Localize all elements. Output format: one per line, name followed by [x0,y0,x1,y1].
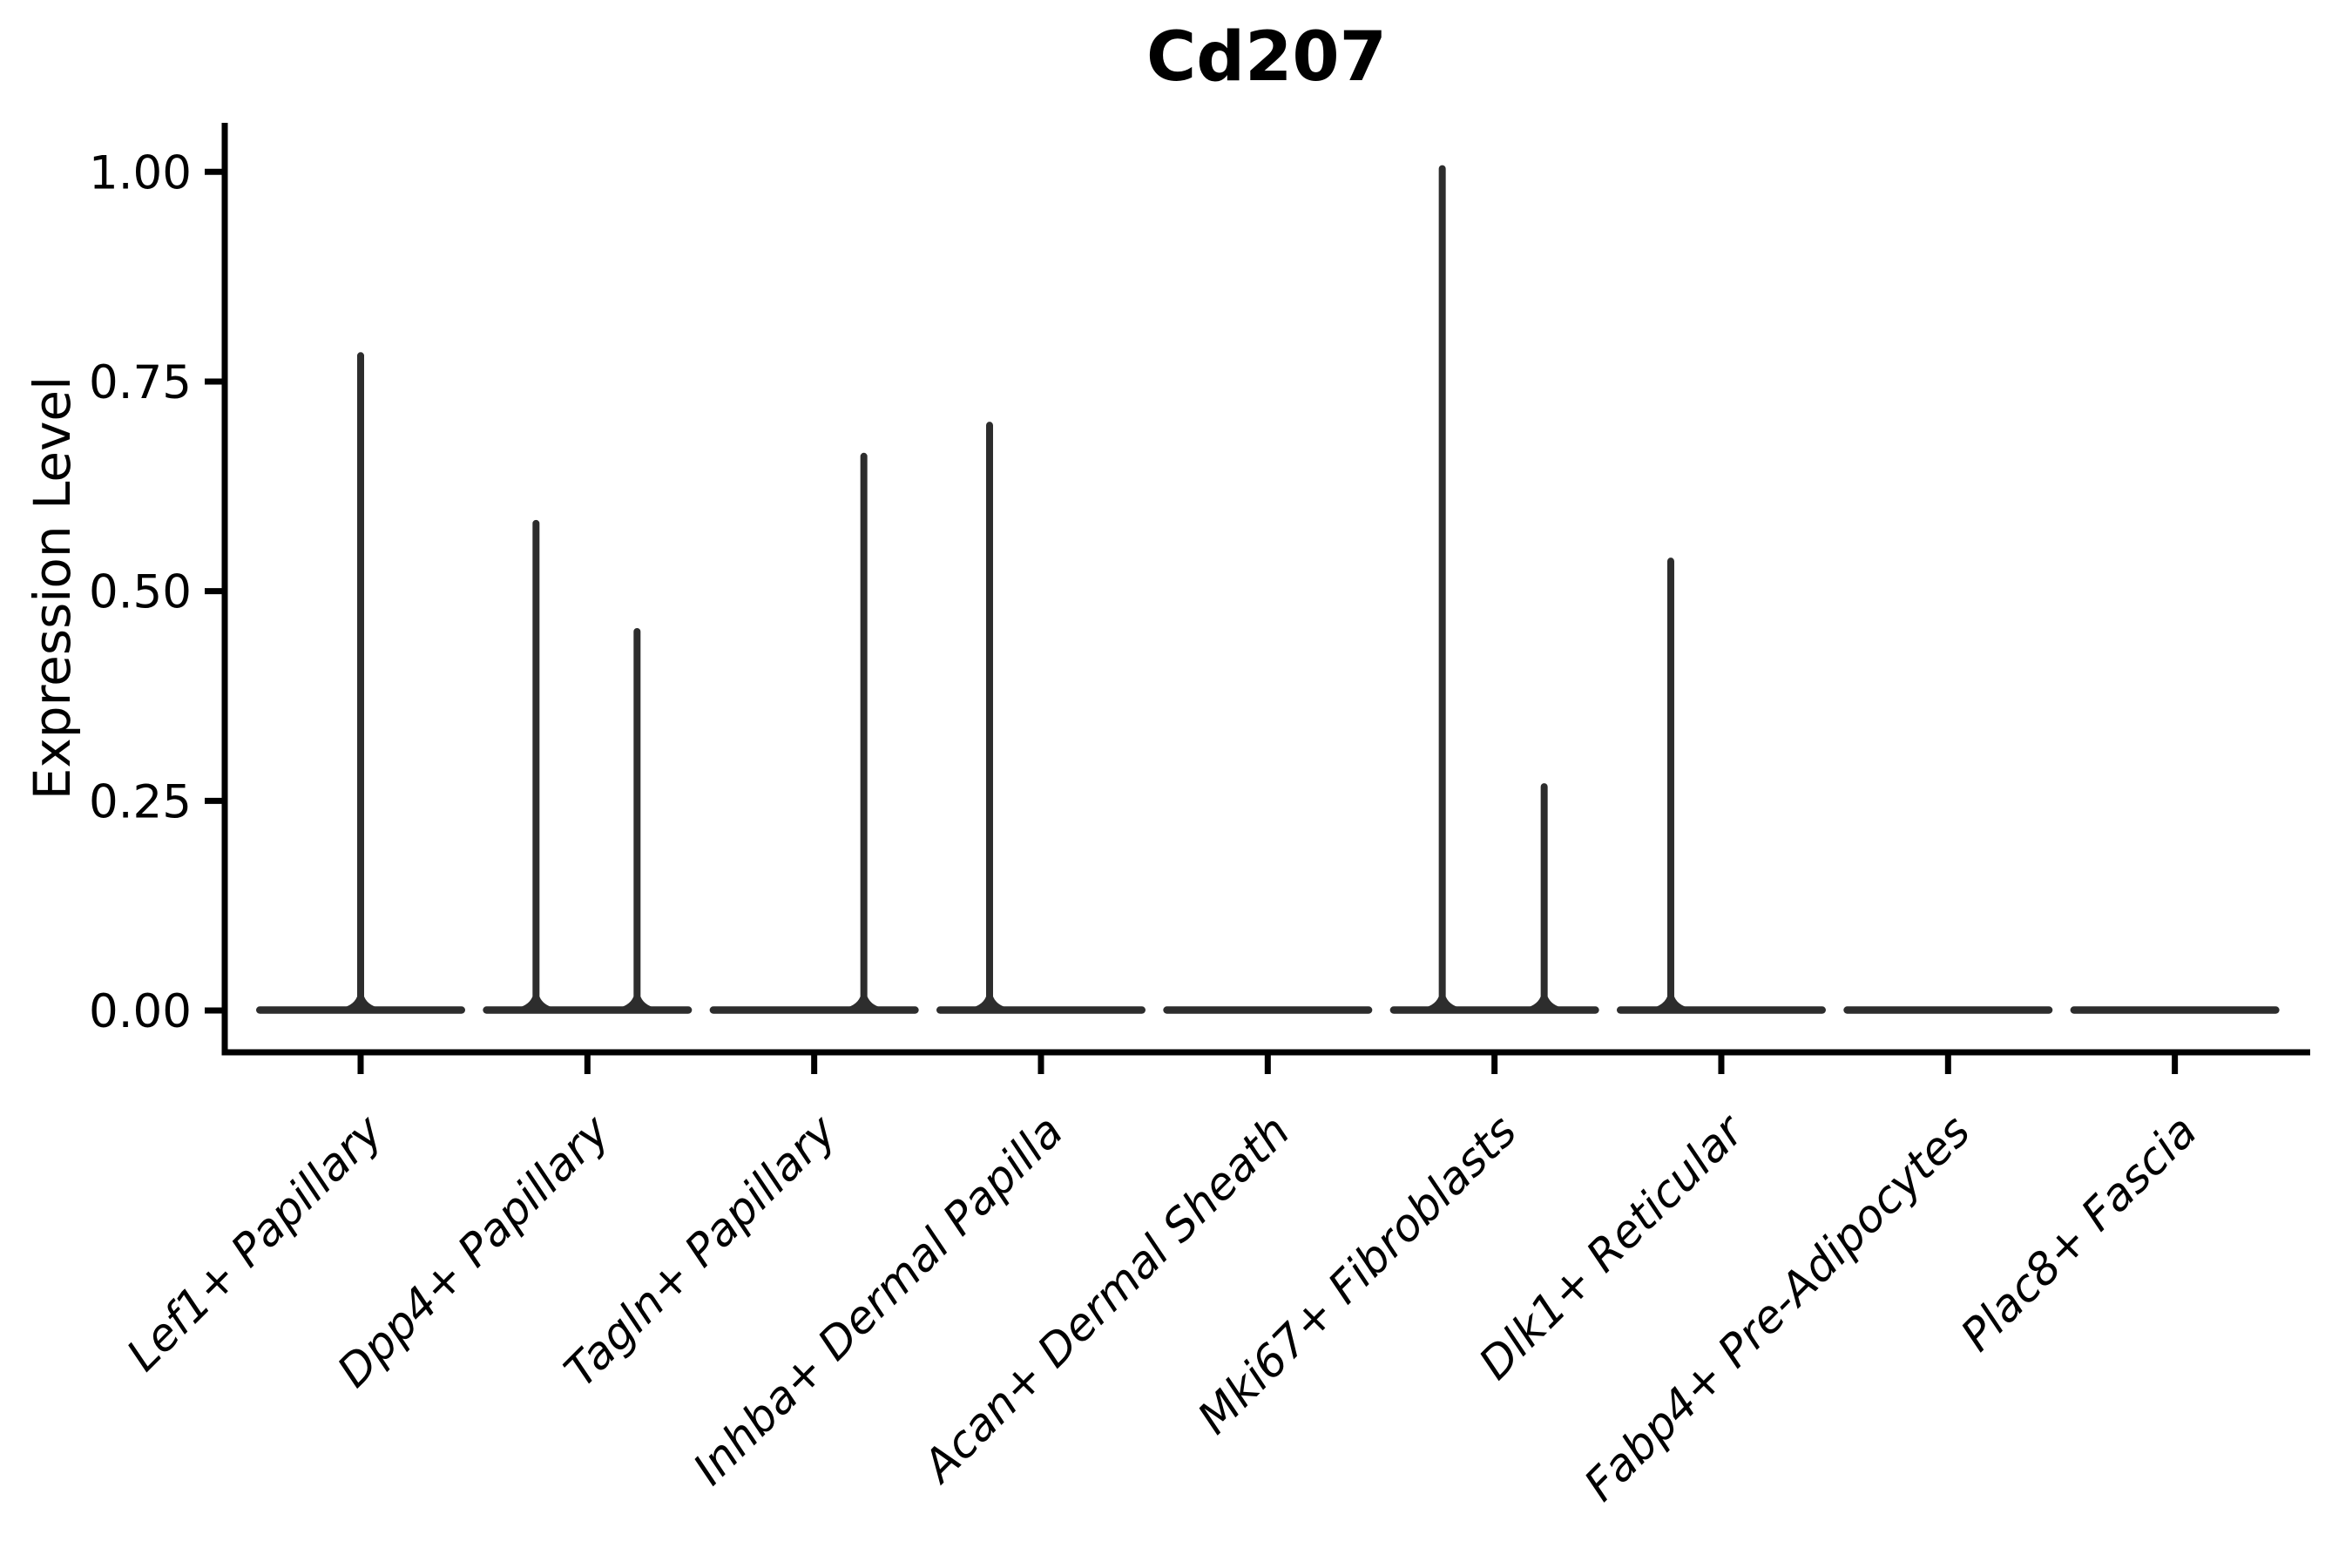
x-tick-label: Plac8+ Fascia [1951,1105,2207,1362]
violin [936,422,1146,1014]
violin-spike [1520,783,1568,1009]
violin-baseline [483,1006,693,1014]
violin-spike [613,628,661,1009]
violin-baseline [1843,1006,2053,1014]
violins-group [256,165,2280,1014]
violin-baseline [936,1006,1146,1014]
violin [1616,558,1826,1014]
violin [256,352,465,1014]
y-tick-label: 0.00 [89,985,192,1038]
y-tick-label: 0.25 [89,775,192,828]
violin [709,452,919,1014]
violin-baseline [256,1006,465,1014]
violin-baseline [1163,1006,1373,1014]
chart-title: Cd207 [1146,18,1387,97]
x-tick-label: Inhba+ Dermal Papilla [684,1105,1073,1495]
x-tick-label: Fabp4+ Pre-Adipocytes [1575,1105,1981,1511]
violin-spike [512,519,560,1009]
violin [2070,1006,2280,1014]
violin-baseline [1389,1006,1599,1014]
violin-baseline [2070,1006,2280,1014]
violin-spike [1418,165,1466,1010]
violin [483,519,693,1014]
violin [1843,1006,2053,1014]
y-tick-label: 0.75 [89,356,192,409]
violin-spike [337,352,384,1009]
y-ticks-group: 0.00 0.25 0.50 0.75 1.00 [89,146,225,1038]
y-tick-label: 1.00 [89,146,192,199]
violin [1163,1006,1373,1014]
y-tick-label: 0.50 [89,566,192,619]
y-axis-title: Expression Level [23,376,82,800]
violin-spike [965,422,1013,1010]
violin-spike [840,452,888,1009]
violin-spike [1646,558,1694,1009]
x-tick-label: Acan+ Dermal Sheath [912,1105,1300,1493]
violin-baseline [709,1006,919,1014]
violin-baseline [1616,1006,1826,1014]
violin [1389,165,1599,1014]
